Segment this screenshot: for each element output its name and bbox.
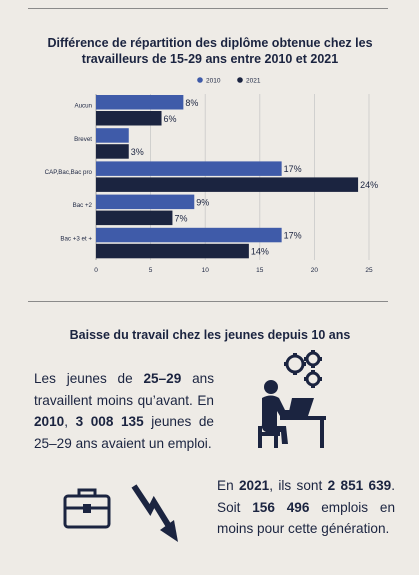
- chart-x-ticks: 0 5 10 15 20 25: [94, 267, 373, 274]
- section-title: Baisse du travail chez les jeunes depuis…: [30, 327, 390, 343]
- category-label: Brevet: [74, 136, 92, 143]
- value-label: 9%: [196, 197, 209, 207]
- chart-category-labels: Aucun Brevet CAP,Bac,Bac pro Bac +2 Bac +3 e…: [45, 103, 93, 243]
- legend-marker-2010: [197, 77, 203, 83]
- value-label: 17%: [284, 164, 302, 174]
- value-label: 3%: [131, 147, 144, 157]
- top-divider: [28, 8, 388, 9]
- x-tick-label: 5: [149, 267, 153, 274]
- x-tick-label: 20: [311, 267, 319, 274]
- x-tick-label: 10: [202, 267, 210, 274]
- chart-bars: [96, 95, 358, 258]
- bar-2010: [96, 161, 282, 176]
- x-tick-label: 15: [256, 267, 264, 274]
- bar-chart: 8% 6% 3% 17% 24% 9% 7% 17% 14% Aucun Brevet CAP,Ba…: [0, 72, 419, 287]
- chart-legend: 2010 2021: [197, 77, 261, 84]
- legend-marker-2021: [237, 77, 243, 83]
- bar-2010: [96, 195, 194, 210]
- legend-label: 2010: [206, 78, 221, 85]
- bar-2021: [96, 211, 172, 226]
- value-label: 17%: [284, 231, 302, 241]
- category-label: Bac +2: [73, 202, 93, 209]
- category-label: Bac +3 et +: [60, 235, 92, 242]
- worker-computer-gears-icon: [252, 346, 332, 456]
- value-label: 8%: [185, 98, 198, 108]
- bar-2010: [96, 228, 282, 243]
- chart-title: Différence de répartition des diplôme ob…: [30, 35, 390, 67]
- x-tick-label: 0: [94, 267, 98, 274]
- briefcase-icon: [62, 486, 112, 530]
- category-label: CAP,Bac,Bac pro: [45, 169, 93, 176]
- category-label: Aucun: [74, 103, 92, 110]
- paragraph-2021: En 2021, ils sont 2 851 639. Soit 156 49…: [217, 475, 395, 540]
- bar-2021: [96, 244, 249, 258]
- bar-2021: [96, 144, 129, 159]
- bar-2021: [96, 111, 162, 126]
- paragraph-2010: Les jeunes de 25–29 ans travaillent moin…: [34, 368, 214, 454]
- value-label: 7%: [174, 213, 187, 223]
- value-label: 14%: [251, 247, 269, 257]
- downward-arrow-icon: [128, 480, 188, 546]
- legend-label: 2021: [246, 78, 261, 85]
- bar-2010: [96, 95, 183, 110]
- x-tick-label: 25: [365, 267, 373, 274]
- bar-2021: [96, 177, 358, 192]
- value-label: 6%: [164, 114, 177, 124]
- bar-2010: [96, 128, 129, 143]
- value-label: 24%: [360, 180, 378, 190]
- middle-divider: [28, 301, 388, 302]
